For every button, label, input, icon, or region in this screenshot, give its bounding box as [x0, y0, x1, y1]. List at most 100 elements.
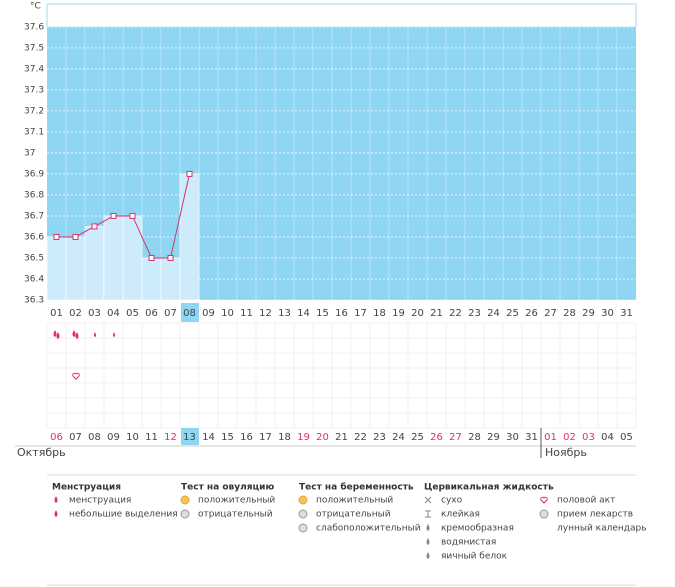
- x-tick-label: 19: [392, 308, 405, 319]
- x-tick-label: 15: [316, 308, 329, 319]
- date-label: 13: [183, 432, 196, 443]
- date-label: 24: [392, 432, 405, 443]
- x-tick-label: 10: [221, 308, 234, 319]
- point: [53, 233, 60, 240]
- legend-item: отрицательный: [198, 510, 273, 520]
- area-column: [103, 215, 124, 301]
- legend-icon: [426, 524, 430, 531]
- legend-item: положительный: [316, 496, 393, 506]
- legend-icon: [180, 509, 190, 519]
- x-tick-label: 11: [240, 308, 253, 319]
- legend-icon: [425, 510, 431, 518]
- legend-item: небольшие выделения: [69, 510, 178, 520]
- legend-item: яичный белок: [441, 552, 508, 562]
- x-tick-label: 29: [582, 308, 595, 319]
- y-tick-label: 36.7: [24, 211, 44, 221]
- menstruation-icons: [53, 330, 115, 339]
- date-label: 28: [468, 432, 481, 443]
- legend-item: менструация: [69, 496, 131, 506]
- date-label: 29: [487, 432, 500, 443]
- legend-icon: [540, 496, 548, 504]
- point: [72, 233, 79, 240]
- x-tick-label: 04: [107, 308, 120, 319]
- month: Ноябрь: [545, 446, 587, 459]
- date-label: 22: [354, 432, 367, 443]
- legend-icon: [426, 552, 430, 559]
- legend-title: Тест на овуляцию: [181, 483, 274, 493]
- date-label: 18: [278, 432, 291, 443]
- legend-icon: [426, 538, 430, 545]
- date-label: 30: [506, 432, 519, 443]
- legend-icon: [54, 496, 58, 503]
- legend-item: лунный календарь: [557, 524, 647, 534]
- date-label: 12: [164, 432, 177, 443]
- x-tick-label: 25: [506, 308, 519, 319]
- legend-icon: [539, 509, 549, 519]
- area-column: [141, 257, 162, 301]
- date-label: 03: [582, 432, 595, 443]
- legend-item: отрицательный: [316, 510, 391, 520]
- date-label: 19: [297, 432, 310, 443]
- legend-item: половой акт: [557, 496, 615, 506]
- area-column: [46, 236, 67, 301]
- legend-icon: [424, 496, 432, 504]
- date-label: 02: [563, 432, 576, 443]
- legend-title: Цервикальная жидкость: [424, 483, 554, 493]
- month: Октябрь: [17, 446, 66, 459]
- x-tick-label: 31: [620, 308, 633, 319]
- symbol-grid: [47, 323, 636, 428]
- point: [167, 254, 174, 261]
- date-label: 11: [145, 432, 158, 443]
- x-tick-label: 02: [69, 308, 82, 319]
- legend-icon: [298, 509, 308, 519]
- y-tick-label: 36.3: [24, 296, 44, 306]
- legend-item: кремообразная: [441, 524, 514, 534]
- legend-icon: [298, 495, 308, 505]
- x-tick-label: 30: [601, 308, 614, 319]
- legend-icon: [541, 524, 545, 532]
- x-tick-label: 21: [430, 308, 443, 319]
- date-label: 05: [620, 432, 633, 443]
- legend-title: Тест на беременность: [299, 482, 414, 493]
- symbol-grid-lines: [46, 322, 637, 429]
- date-label: 17: [259, 432, 272, 443]
- point: [110, 212, 117, 219]
- date-label: 09: [107, 432, 120, 443]
- x-tick-label: 13: [278, 308, 291, 319]
- legend-icon: [180, 495, 190, 505]
- date-label: 07: [69, 432, 82, 443]
- y-tick-label: 36.4: [24, 274, 44, 284]
- legend-icon: [54, 510, 58, 517]
- y-tick-label: 36.5: [24, 253, 44, 263]
- point: [148, 254, 155, 261]
- legend-item: водянистая: [441, 538, 496, 548]
- point: [186, 170, 193, 177]
- date-label: 16: [240, 432, 253, 443]
- x-tick-label: 06: [145, 308, 158, 319]
- y-tick-label: 37.4: [24, 64, 44, 74]
- date-label: 06: [50, 432, 63, 443]
- legend-item: клейкая: [441, 510, 480, 520]
- x-tick-label: 24: [487, 308, 500, 319]
- date-label: 27: [449, 432, 462, 443]
- date-label: 08: [88, 432, 101, 443]
- y-tick-label: 37.6: [24, 22, 44, 32]
- x-tick-label: 26: [525, 308, 538, 319]
- date-label: 25: [411, 432, 424, 443]
- date-label: 10: [126, 432, 139, 443]
- area-column: [65, 236, 86, 301]
- plot-background: [47, 26, 636, 301]
- y-tick-label: 37.2: [24, 106, 44, 116]
- date-label: 31: [525, 432, 538, 443]
- legend-icon: [298, 523, 308, 533]
- x-tick-label: 16: [335, 308, 348, 319]
- legend-item: положительный: [198, 496, 275, 506]
- date-label: 26: [430, 432, 443, 443]
- x-tick-label: 18: [373, 308, 386, 319]
- y-tick-label: 36.9: [24, 169, 44, 179]
- date-label: 23: [373, 432, 386, 443]
- selected-date: [181, 428, 199, 445]
- x-tick-label: 17: [354, 308, 367, 319]
- x-tick-label: 05: [126, 308, 139, 319]
